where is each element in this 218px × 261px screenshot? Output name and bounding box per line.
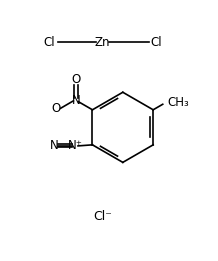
Text: CH₃: CH₃	[167, 96, 189, 109]
Text: Cl: Cl	[150, 36, 162, 49]
Text: O: O	[71, 73, 80, 86]
Text: N: N	[72, 94, 80, 107]
Text: N: N	[50, 139, 59, 152]
Text: Cl⁻: Cl⁻	[93, 210, 112, 223]
Text: Cl: Cl	[44, 36, 55, 49]
Text: O: O	[51, 102, 60, 115]
Text: Zn: Zn	[95, 36, 110, 49]
Text: N⁺: N⁺	[68, 139, 82, 152]
